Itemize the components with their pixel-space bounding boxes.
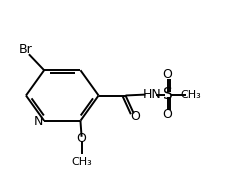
Text: CH₃: CH₃ (71, 157, 92, 168)
Text: Br: Br (18, 43, 32, 56)
Text: O: O (163, 68, 173, 81)
Text: N: N (34, 115, 43, 128)
Text: S: S (163, 87, 173, 102)
Text: O: O (77, 132, 87, 145)
Text: CH₃: CH₃ (181, 90, 201, 100)
Text: O: O (130, 110, 140, 123)
Text: HN: HN (143, 88, 161, 101)
Text: O: O (163, 108, 173, 121)
